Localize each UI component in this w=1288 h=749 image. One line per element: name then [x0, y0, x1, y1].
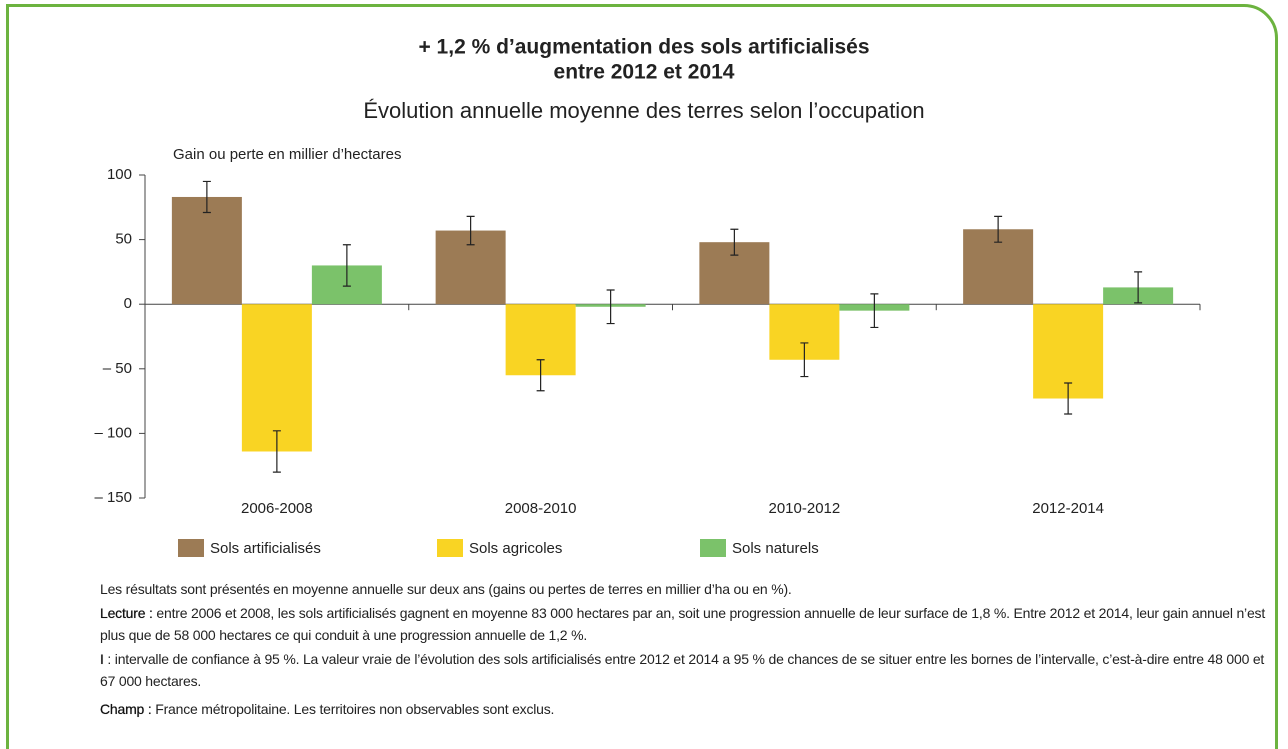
note-text: entre 2006 et 2008, les sols artificiali… [100, 605, 1266, 643]
chart-title: entre 2012 et 2014 [554, 61, 735, 84]
error-bar [1064, 382, 1073, 415]
chart: + 1,2 % d’augmentation des sols artifici… [94, 36, 1201, 557]
error-bar [272, 430, 281, 473]
error-bar [536, 359, 545, 392]
y-tick-label: 100 [107, 166, 132, 183]
note-label: I [100, 651, 104, 667]
notes: Les résultats sont présentés en moyenne … [100, 578, 1275, 722]
error-bar [202, 180, 211, 214]
legend-swatch [437, 539, 463, 557]
note-text: : intervalle de confiance à 95 %. La val… [100, 651, 1265, 689]
x-tick-label: 2006-2008 [241, 500, 313, 517]
error-bar [1134, 271, 1143, 304]
bar [241, 304, 312, 452]
legend-label: Sols naturels [732, 540, 819, 557]
y-tick-label: 50 [115, 231, 132, 248]
chart-subtitle: Évolution annuelle moyenne des terres se… [363, 98, 924, 123]
frame [6, 4, 1278, 749]
legend-swatch [700, 539, 726, 557]
error-bar [870, 293, 879, 329]
note: Les résultats sont présentés en moyenne … [100, 578, 1275, 600]
error-bar [466, 215, 475, 246]
y-tick-label: – 150 [94, 489, 132, 506]
note-text: Les résultats sont présentés en moyenne … [100, 581, 792, 597]
note: Lecture : entre 2006 et 2008, les sols a… [100, 602, 1275, 646]
y-tick-label: – 50 [103, 360, 132, 377]
x-tick-label: 2012-2014 [1032, 500, 1104, 517]
note-label: Champ : [100, 701, 152, 717]
y-tick-label: – 100 [94, 424, 132, 441]
note-label: Lecture : [100, 605, 153, 621]
y-axis-label: Gain ou perte en millier d’hectares [173, 146, 401, 163]
note: I : intervalle de confiance à 95 %. La v… [100, 648, 1275, 692]
note-text: France métropolitaine. Les territoires n… [155, 701, 555, 717]
error-bar [994, 215, 1003, 243]
y-tick-label: 0 [124, 295, 132, 312]
legend-swatch [178, 539, 204, 557]
error-bar [606, 289, 615, 325]
chart-title: + 1,2 % d’augmentation des sols artifici… [418, 36, 869, 59]
legend-label: Sols agricoles [469, 540, 562, 557]
legend-label: Sols artificialisés [210, 540, 321, 557]
bar [171, 196, 242, 305]
x-tick-label: 2008-2010 [505, 500, 577, 517]
note: Champ : France métropolitaine. Les terri… [100, 698, 1275, 720]
error-bar [730, 228, 739, 256]
error-bar [800, 342, 809, 378]
x-tick-label: 2010-2012 [769, 500, 841, 517]
error-bar [342, 244, 351, 287]
